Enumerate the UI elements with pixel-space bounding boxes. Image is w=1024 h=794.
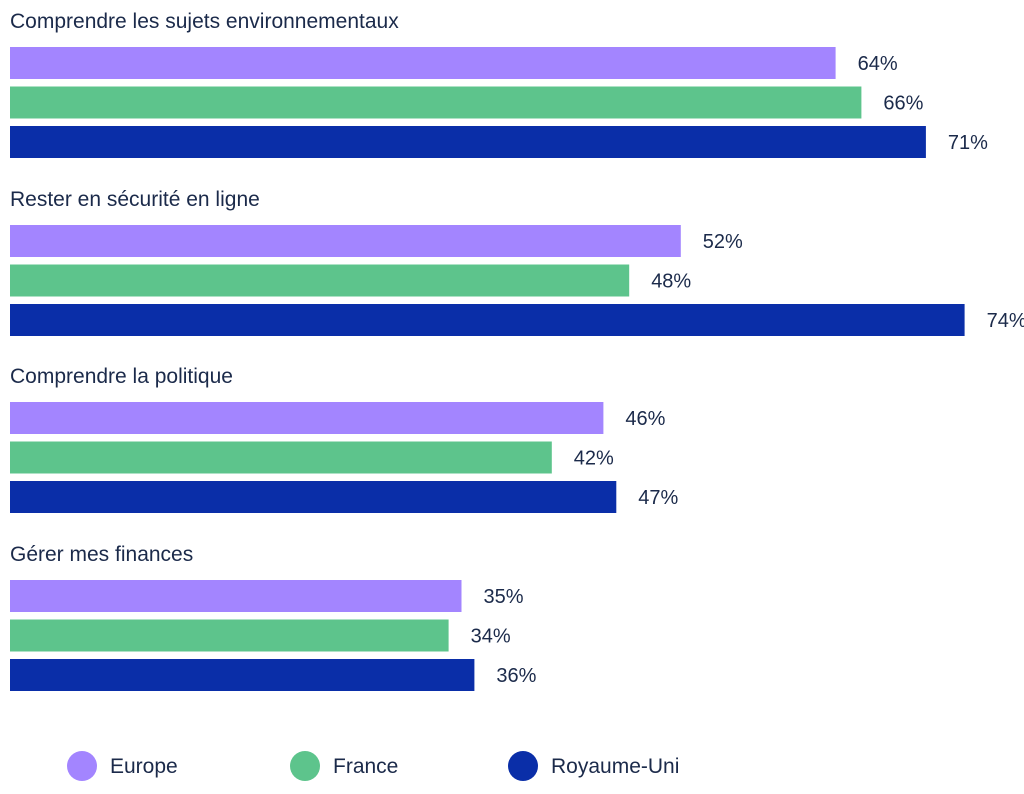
value-label: 64% — [858, 53, 898, 75]
value-label: 48% — [651, 271, 691, 293]
bar-royaume-uni — [10, 126, 926, 158]
bar-france — [10, 264, 630, 297]
legend-item-europe: Europe — [67, 751, 178, 781]
legend-item-royaume-uni: Royaume-Uni — [508, 751, 679, 781]
category-group-gerer-mes-finances: Gérer mes finances 35% 34% 36% — [10, 543, 537, 691]
legend-label: Royaume-Uni — [551, 755, 679, 778]
value-label: 74% — [987, 310, 1024, 332]
bar-europe — [10, 225, 681, 257]
legend: Europe France Royaume-Uni — [67, 751, 679, 781]
bar-europe — [10, 47, 836, 79]
category-label: Comprendre les sujets environnementaux — [10, 10, 399, 33]
value-label: 36% — [496, 665, 536, 687]
value-label: 46% — [625, 408, 665, 430]
category-label: Comprendre la politique — [10, 365, 233, 388]
legend-swatch — [67, 751, 97, 781]
category-group-comprendre-la-politique: Comprendre la politique 46% 42% 47% — [10, 365, 679, 513]
value-label: 47% — [638, 487, 678, 509]
plot-area: Comprendre les sujets environnementaux 64… — [10, 10, 1024, 691]
legend-swatch — [508, 751, 538, 781]
bar-royaume-uni — [10, 481, 617, 513]
bar-europe — [10, 402, 604, 434]
bar-france — [10, 86, 862, 119]
value-label: 34% — [471, 626, 511, 648]
category-group-comprendre-les-sujets-environnementaux: Comprendre les sujets environnementaux 64… — [10, 10, 988, 158]
legend-label: Europe — [110, 755, 178, 778]
bar-europe — [10, 580, 462, 612]
value-label: 35% — [484, 586, 524, 608]
value-label: 71% — [948, 132, 988, 154]
bar-royaume-uni — [10, 659, 475, 691]
value-label: 66% — [883, 93, 923, 115]
category-label: Gérer mes finances — [10, 543, 193, 566]
legend-item-france: France — [290, 751, 398, 781]
category-group-rester-en-securite-en-ligne: Rester en sécurité en ligne 52% 48% 74% — [10, 188, 1024, 336]
value-label: 42% — [574, 448, 614, 470]
bar-france — [10, 441, 552, 474]
category-label: Rester en sécurité en ligne — [10, 188, 260, 211]
bar-france — [10, 619, 449, 652]
value-label: 52% — [703, 231, 743, 253]
bar-royaume-uni — [10, 304, 965, 336]
legend-label: France — [333, 755, 398, 778]
legend-swatch — [290, 751, 320, 781]
